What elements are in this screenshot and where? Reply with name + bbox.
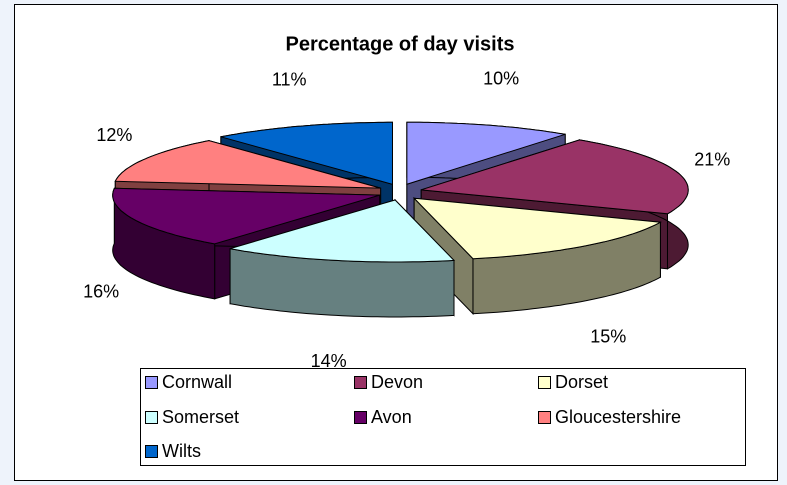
slice-top xyxy=(229,199,456,263)
slice-top xyxy=(220,121,394,185)
legend-label: Gloucestershire xyxy=(555,407,681,427)
legend-label: Avon xyxy=(371,407,412,427)
slice-top xyxy=(421,139,689,215)
data-label: 16% xyxy=(83,281,119,301)
slice-top xyxy=(412,197,663,260)
legend-label: Devon xyxy=(371,372,423,392)
data-label: 15% xyxy=(590,326,626,346)
legend-label: Somerset xyxy=(162,407,239,427)
slice-top xyxy=(114,140,381,189)
slice-top xyxy=(406,121,566,185)
legend-swatch xyxy=(354,411,367,424)
legend-swatch xyxy=(538,376,551,389)
data-label: 14% xyxy=(311,351,347,371)
slice-top xyxy=(112,187,380,245)
legend xyxy=(140,368,746,466)
data-label: 21% xyxy=(694,149,730,169)
slice xyxy=(412,197,663,315)
legend-label: Cornwall xyxy=(162,372,232,392)
slice xyxy=(229,198,456,318)
data-label: 10% xyxy=(483,68,519,88)
legend-swatch xyxy=(354,376,367,389)
legend-label: Dorset xyxy=(555,372,608,392)
chart-title: Percentage of day visits xyxy=(286,33,515,55)
legend-swatch xyxy=(538,411,551,424)
legend-swatch xyxy=(145,445,158,458)
data-label: 12% xyxy=(96,125,132,145)
legend-swatch xyxy=(145,376,158,389)
legend-swatch xyxy=(145,411,158,424)
data-label: 11% xyxy=(272,70,307,90)
legend-label: Wilts xyxy=(162,441,201,461)
